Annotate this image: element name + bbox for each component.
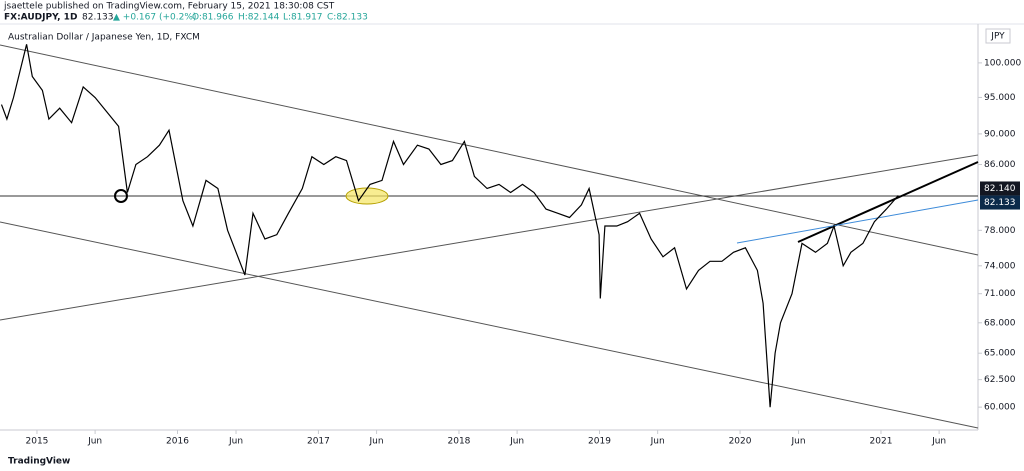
publisher: jsaettele published on TradingView.com, … (3, 2, 335, 12)
x-tick-label: 2019 (588, 437, 611, 447)
y-tick-label: 78.000 (984, 226, 1016, 236)
last-price: 82.133 (82, 13, 114, 23)
y-tick-label: 71.000 (984, 289, 1016, 299)
ohlc: O:81.966 (192, 13, 234, 23)
x-tick-label: Jun (369, 437, 384, 447)
trendline (0, 154, 979, 321)
x-tick-label: Jun (228, 437, 243, 447)
trendline (736, 199, 979, 244)
trendlines (0, 44, 979, 429)
x-tick-label: 2015 (26, 437, 49, 447)
price-line (0, 44, 899, 408)
currency-box (985, 28, 1011, 44)
highlight-ellipse (345, 187, 389, 205)
x-tick-label: 2018 (448, 437, 471, 447)
trendline (797, 161, 979, 243)
y-tick-label: 95.000 (984, 93, 1016, 103)
x-tick-label: 2021 (870, 437, 893, 447)
x-tick-label: Jun (87, 437, 102, 447)
x-tick-label: Jun (509, 437, 524, 447)
x-tick-label: Jun (791, 437, 806, 447)
y-tick-label: 74.000 (984, 261, 1016, 271)
ohlc: C:82.133 (327, 13, 368, 23)
footer: TradingView (8, 457, 70, 467)
price-label: 82.133 (984, 198, 1016, 208)
price-label: 82.140 (984, 184, 1016, 194)
y-tick-label: 68.000 (984, 318, 1016, 328)
y-tick-label: 86.000 (984, 160, 1016, 170)
highlight-circle (114, 189, 128, 203)
y-tick-label: 62.500 (984, 375, 1016, 385)
symbol: FX:AUDJPY, 1D (4, 13, 77, 23)
ohlc: L:81.917 (283, 13, 323, 23)
trendline (0, 221, 979, 429)
change: ▲ +0.167 (+0.2%) (113, 13, 196, 23)
y-tick-label: 90.000 (984, 129, 1016, 139)
currency: JPY (990, 32, 1005, 42)
trendline (0, 44, 979, 256)
x-tick-label: 2020 (729, 437, 752, 447)
ohlc: H:82.144 (238, 13, 280, 23)
price-label-box (980, 181, 1020, 196)
x-tick-label: 2017 (307, 437, 330, 447)
chart-title: Australian Dollar / Japanese Yen, 1D, FX… (8, 33, 200, 43)
price-label-box (980, 195, 1020, 210)
x-tick-label: Jun (650, 437, 665, 447)
x-tick-label: 2016 (166, 437, 189, 447)
x-tick-label: Jun (931, 437, 946, 447)
y-tick-label: 100.000 (984, 58, 1021, 68)
y-tick-label: 60.000 (984, 403, 1016, 413)
y-tick-label: 65.000 (984, 349, 1016, 359)
